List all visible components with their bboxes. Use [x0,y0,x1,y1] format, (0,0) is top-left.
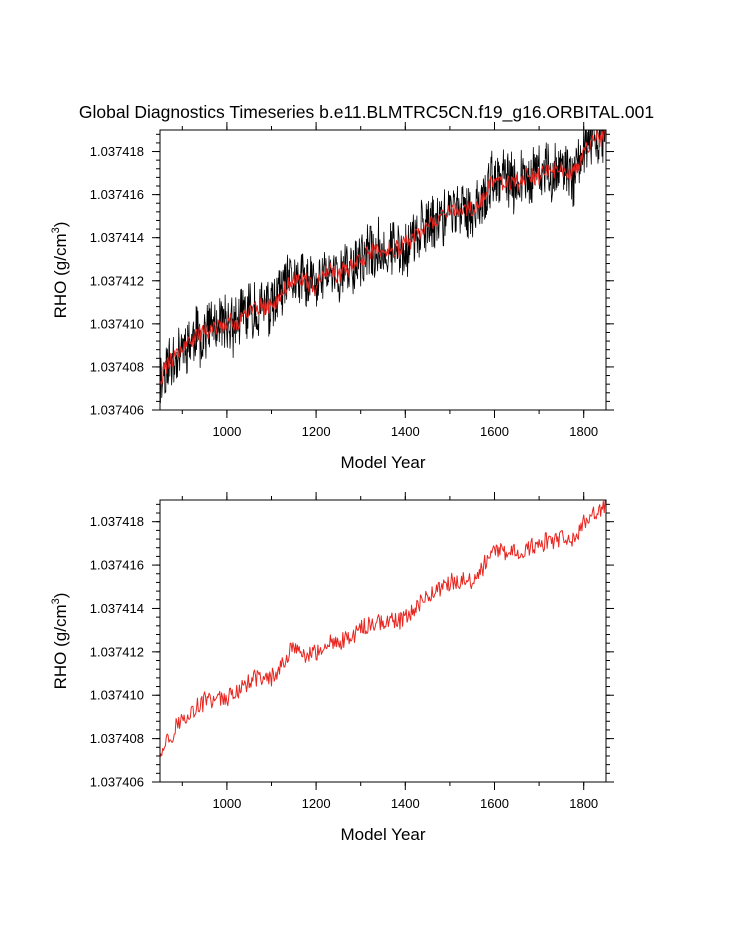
y-tick-label: 1.037414 [90,601,144,616]
y-tick-label: 1.037410 [90,688,144,703]
y-tick-label: 1.037416 [90,558,144,573]
y-tick-label: 1.037418 [90,514,144,529]
x-axis-label: Model Year [340,825,425,844]
chart-title: Global Diagnostics Timeseries b.e11.BLMT… [78,102,655,122]
x-tick-label: 1200 [302,796,331,811]
x-tick-label: 1000 [212,424,241,439]
series-group [160,500,606,758]
y-tick-label: 1.037408 [90,359,144,374]
x-tick-label: 1800 [569,796,598,811]
y-tick-label: 1.037408 [90,731,144,746]
plot-frame [159,499,607,783]
series-group [160,130,606,404]
y-tick-label: 1.037418 [90,144,144,159]
x-tick-label: 1600 [480,796,509,811]
y-tick-label: 1.037406 [90,775,144,790]
y-tick-label: 1.037412 [90,644,144,659]
x-axis-label: Model Year [340,453,425,472]
y-axis-label: RHO (g/cm3) [50,222,70,319]
x-tick-label: 1400 [391,796,420,811]
y-tick-label: 1.037412 [90,273,144,288]
y-tick-label: 1.037416 [90,187,144,202]
y-tick-label: 1.037410 [90,316,144,331]
bottom-timeseries-panel: 1000 1200 1400 1600 1800 1.037406 1.037408 1.03… [50,492,614,844]
x-tick-label: 1800 [569,424,598,439]
y-tick-label: 1.037406 [90,403,144,418]
y-axis-label: RHO (g/cm3) [50,593,70,690]
series-line-monthly [160,130,606,404]
x-tick-label: 1400 [391,424,420,439]
y-tick-label: 1.037414 [90,230,144,245]
top-timeseries-panel: 1000 1200 1400 1600 1800 1.037406 1.037408 1.03… [50,122,614,472]
x-tick-label: 1600 [480,424,509,439]
series-line-annual [160,130,606,386]
plot-frame [159,129,607,411]
series-line-annual [160,500,606,758]
x-tick-label: 1000 [212,796,241,811]
x-tick-label: 1200 [302,424,331,439]
